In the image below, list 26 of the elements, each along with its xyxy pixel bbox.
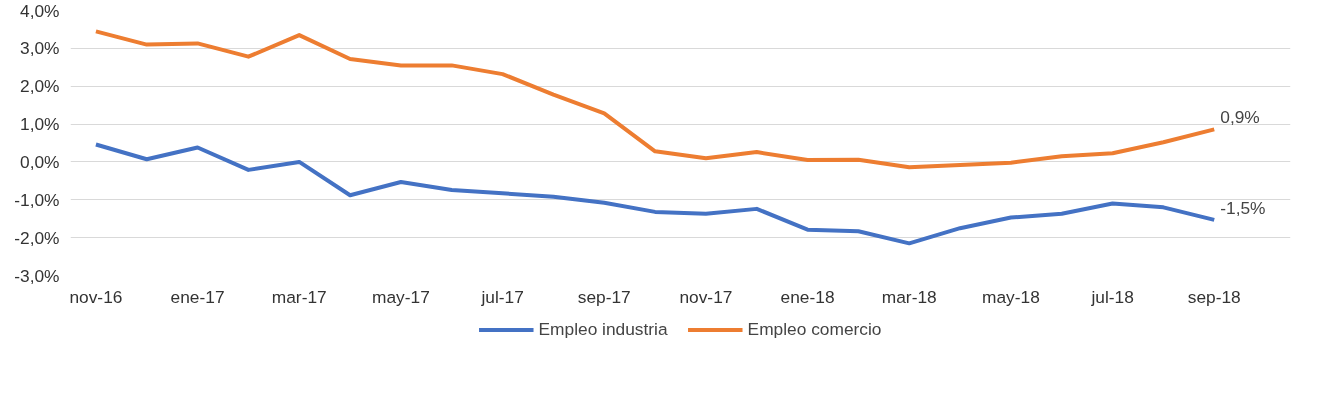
x-tick-label: jul-18 (1090, 286, 1134, 307)
annotation: 0,9% (1220, 107, 1260, 128)
y-tick-label: -1,0% (14, 189, 60, 210)
x-tick-label: sep-17 (577, 286, 631, 307)
x-tick-label: may-17 (372, 286, 430, 307)
x-tick-label: may-18 (982, 286, 1040, 307)
x-tick-label: mar-18 (881, 286, 937, 307)
y-tick-label: 0,0% (20, 151, 60, 172)
x-tick-label: nov-17 (679, 286, 733, 307)
x-tick-label: jul-17 (480, 286, 524, 307)
legend-label: Empleo comercio (747, 318, 882, 340)
y-tick-label: 3,0% (20, 38, 60, 59)
x-tick-label: nov-16 (69, 286, 123, 307)
annotation: -1,5% (1220, 197, 1266, 218)
y-tick-label: 4,0% (20, 0, 60, 21)
line-series (93, 29, 1217, 170)
x-tick-label: mar-17 (271, 286, 327, 307)
y-tick-label: 2,0% (20, 76, 60, 97)
x-tick-label: ene-18 (780, 286, 835, 307)
x-tick-label: ene-17 (170, 286, 225, 307)
legend-label: Empleo industria (538, 318, 668, 340)
y-tick-label: -3,0% (14, 265, 60, 286)
x-tick-label: sep-18 (1187, 286, 1241, 307)
line-series (93, 142, 1217, 246)
y-tick-label: 1,0% (20, 114, 60, 135)
y-tick-label: -2,0% (14, 227, 60, 248)
